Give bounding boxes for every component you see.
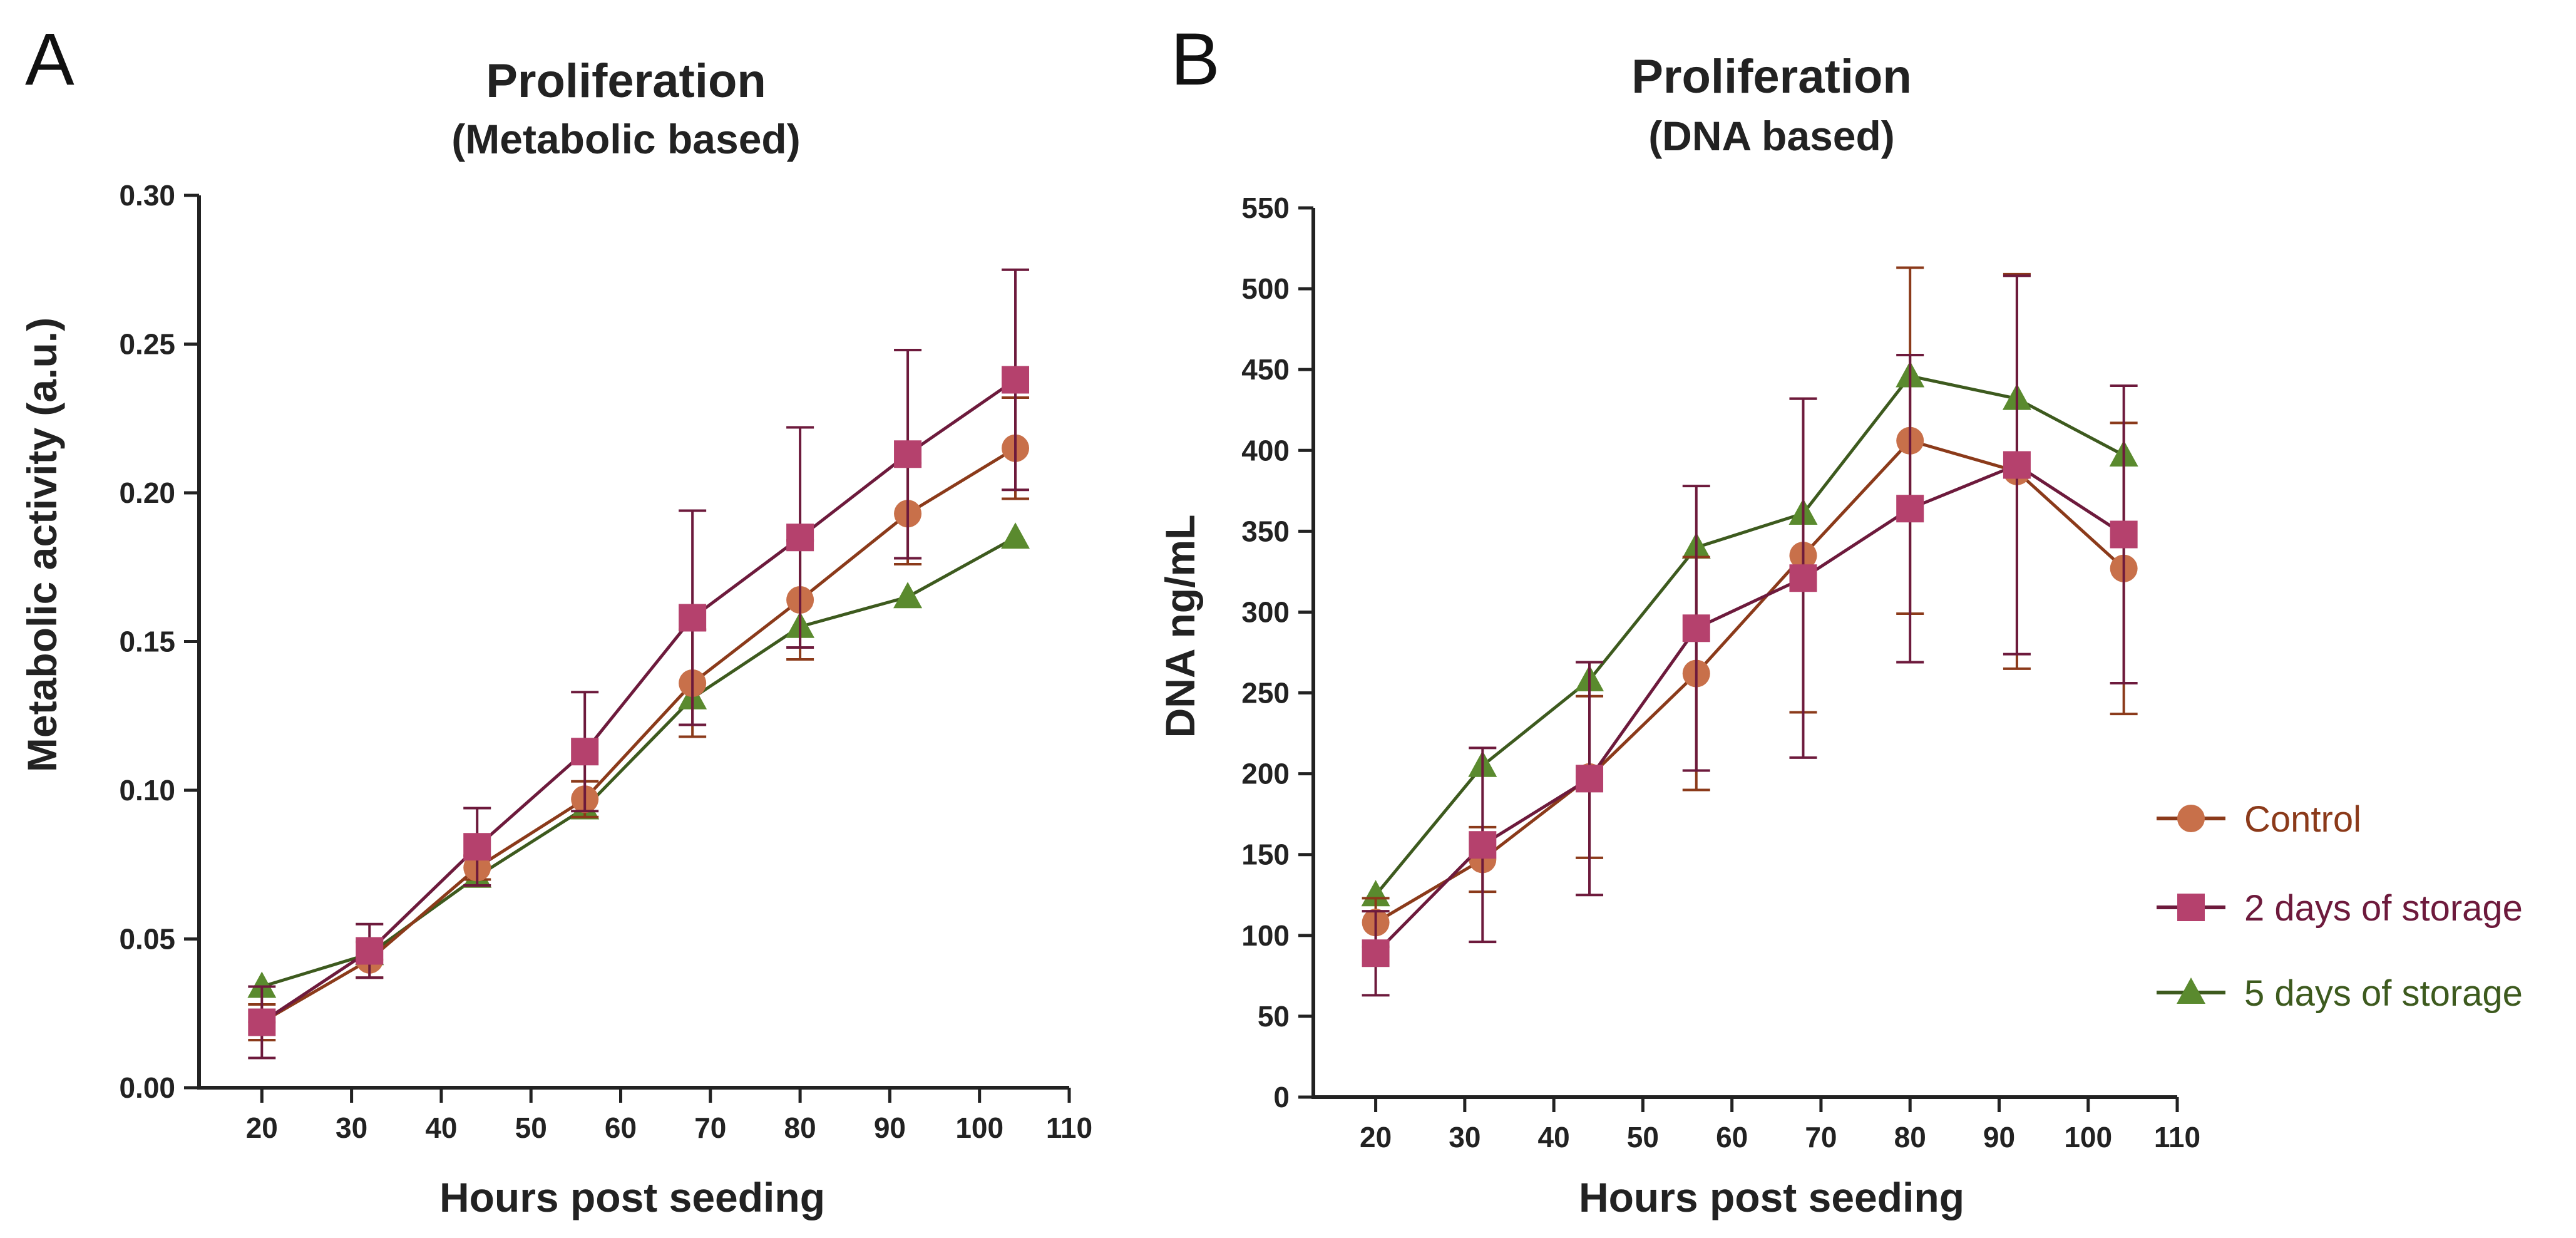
chart-legend: Control 2 days of storage 5 days of stor…	[2157, 799, 2523, 1014]
chart-b-ytick-label: 400	[1241, 434, 1290, 467]
data-point	[247, 971, 277, 998]
chart-a-xtick-label: 100	[955, 1112, 1003, 1144]
data-point	[1001, 522, 1030, 549]
chart-a-series-2	[247, 522, 1030, 998]
data-point	[679, 604, 707, 632]
series-line	[1374, 463, 2125, 954]
chart-b-ytick-label: 50	[1258, 1000, 1290, 1033]
chart-a-xtick-label: 30	[336, 1112, 367, 1144]
legend-item-control: Control	[2157, 799, 2361, 840]
chart-a-ytick-label: 0.20	[119, 477, 175, 509]
chart-b-ytick-label: 0	[1273, 1081, 1290, 1113]
legend-item-5-days: 5 days of storage	[2157, 973, 2523, 1014]
data-point	[2003, 451, 2031, 479]
chart-b-xtick-label: 60	[1716, 1121, 1748, 1153]
chart-b-xtick-label: 90	[1983, 1121, 2015, 1153]
data-point	[1789, 564, 1817, 592]
chart-a-xtick-label: 50	[515, 1112, 547, 1144]
legend-label-2-days: 2 days of storage	[2244, 888, 2523, 929]
chart-b-ylabel: DNA ng/mL	[1157, 515, 1203, 738]
chart-panel-b: Proliferation (DNA based) Hours post see…	[1157, 50, 2200, 1220]
chart-a-title: Proliferation	[486, 54, 766, 108]
chart-panel-a: Proliferation (Metabolic based) Hours po…	[19, 54, 1092, 1220]
chart-b-series-2	[1361, 361, 2138, 907]
chart-a-subtitle: (Metabolic based)	[451, 116, 800, 162]
data-point	[1469, 831, 1497, 859]
chart-a-ytick-label: 0.25	[119, 328, 175, 361]
chart-b-subtitle: (DNA based)	[1648, 113, 1895, 159]
series-line	[261, 536, 1017, 988]
panel-letter-a: A	[25, 18, 74, 101]
chart-b-series-1	[1362, 274, 2138, 997]
chart-a-xtick-label: 60	[605, 1112, 637, 1144]
chart-b-xtick-label: 70	[1805, 1121, 1837, 1153]
chart-a-ytick-label: 0.15	[119, 626, 175, 658]
chart-b-xtick-label: 50	[1627, 1121, 1659, 1153]
data-point	[571, 738, 599, 766]
chart-b-ytick-label: 500	[1241, 272, 1290, 305]
chart-a-xtick-label: 110	[1046, 1112, 1092, 1144]
data-point	[463, 833, 491, 861]
chart-a-xtick-label: 20	[246, 1112, 278, 1144]
chart-a-xtick-label: 80	[784, 1112, 816, 1144]
data-point	[1682, 614, 1710, 642]
chart-a-ylabel: Metabolic activity (a.u.)	[19, 317, 65, 772]
chart-b-title: Proliferation	[1631, 50, 1912, 103]
panel-letter-b: B	[1171, 18, 1220, 101]
chart-a-ytick-label: 0.10	[119, 774, 175, 807]
chart-a-xlabel: Hours post seeding	[439, 1174, 825, 1220]
chart-a-ytick-label: 0.30	[119, 179, 175, 212]
data-point	[893, 582, 923, 609]
data-point	[1576, 765, 1604, 793]
series-line	[260, 378, 1017, 1024]
chart-b-xtick-label: 100	[2064, 1121, 2112, 1153]
chart-b-ytick-label: 150	[1241, 838, 1290, 871]
chart-b-xtick-label: 40	[1538, 1121, 1570, 1153]
legend-label-control: Control	[2244, 799, 2361, 840]
series-line	[261, 446, 1017, 1024]
data-point	[786, 524, 814, 552]
chart-a-xtick-label: 90	[874, 1112, 906, 1144]
chart-b-ytick-label: 550	[1241, 192, 1290, 224]
series-line	[1374, 374, 2125, 896]
chart-b-ytick-label: 250	[1241, 677, 1290, 709]
chart-a-series-1	[248, 268, 1030, 1060]
legend-marker-5-days	[2177, 978, 2205, 1004]
chart-b-xtick-label: 30	[1449, 1121, 1480, 1153]
chart-a-ytick-label: 0.05	[119, 923, 175, 956]
chart-b-ytick-label: 450	[1241, 353, 1290, 386]
data-point	[248, 1008, 276, 1036]
data-point	[1896, 495, 1924, 523]
chart-a-xtick-label: 40	[425, 1112, 457, 1144]
legend-marker-2-days	[2177, 894, 2205, 921]
chart-b-xtick-label: 110	[2154, 1121, 2200, 1153]
data-point	[1002, 366, 1030, 394]
legend-label-5-days: 5 days of storage	[2244, 973, 2523, 1014]
chart-b-ytick-label: 300	[1241, 596, 1290, 628]
series-line	[1375, 438, 2125, 924]
chart-b-ytick-label: 100	[1241, 919, 1290, 952]
chart-b-ytick-label: 200	[1241, 758, 1290, 790]
data-point	[894, 440, 922, 468]
legend-marker-control	[2177, 805, 2205, 832]
chart-b-ytick-label: 350	[1241, 515, 1290, 547]
data-point	[2110, 520, 2138, 549]
chart-b-xlabel: Hours post seeding	[1579, 1174, 1964, 1220]
data-point	[1362, 939, 1390, 967]
data-point	[1361, 880, 1390, 907]
chart-b-xtick-label: 20	[1360, 1121, 1392, 1153]
data-point	[356, 937, 384, 965]
chart-a-xtick-label: 70	[694, 1112, 726, 1144]
chart-b-xtick-label: 80	[1894, 1121, 1926, 1153]
legend-item-2-days: 2 days of storage	[2157, 888, 2523, 929]
chart-a-ytick-label: 0.00	[119, 1071, 175, 1104]
